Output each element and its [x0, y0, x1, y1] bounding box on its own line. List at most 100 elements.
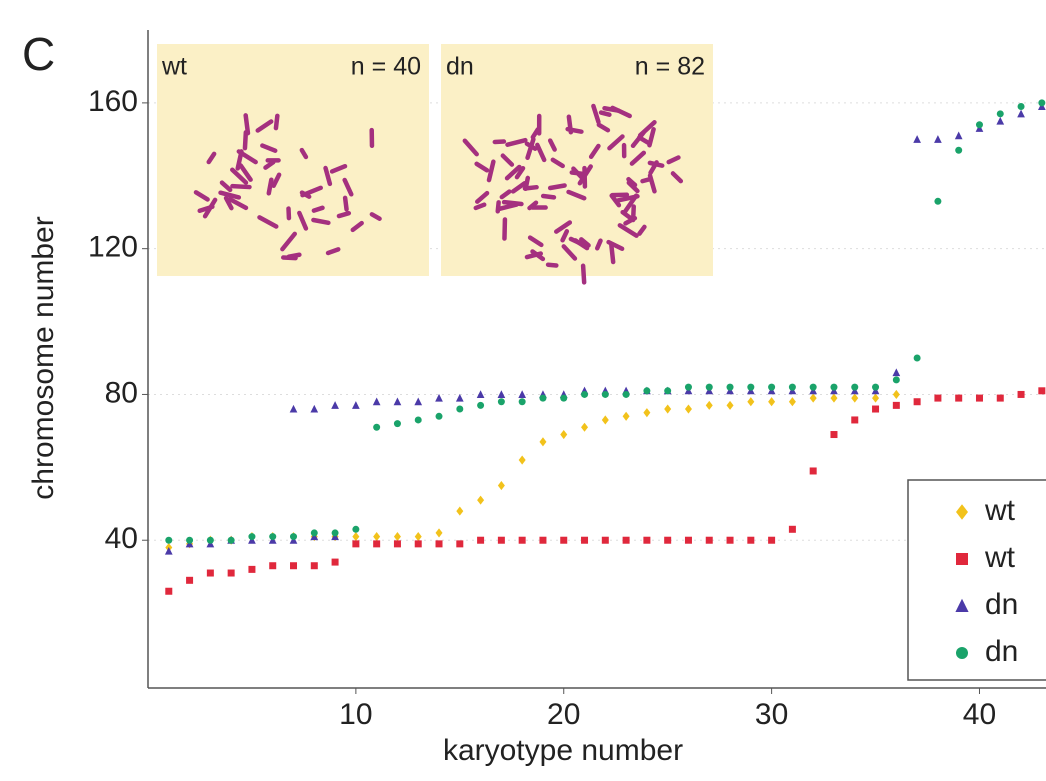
chromosome	[232, 186, 249, 187]
marker-circle	[581, 391, 588, 398]
marker-square	[830, 431, 837, 438]
marker-square	[456, 540, 463, 547]
marker-diamond	[539, 437, 546, 446]
marker-diamond	[768, 397, 775, 406]
marker-square	[415, 540, 422, 547]
marker-square	[747, 537, 754, 544]
chromosome	[476, 205, 484, 208]
marker-diamond	[436, 528, 443, 537]
x-tick-label: 10	[339, 698, 372, 731]
marker-triangle	[892, 368, 900, 376]
marker-square	[664, 537, 671, 544]
marker-triangle	[996, 117, 1004, 125]
marker-circle	[248, 533, 255, 540]
inset-label: wt	[161, 53, 187, 81]
y-tick-label: 80	[105, 376, 138, 409]
marker-square	[560, 537, 567, 544]
marker-diamond	[623, 412, 630, 421]
x-axis-label: karyotype number	[443, 734, 683, 767]
marker-square	[789, 526, 796, 533]
marker-circle	[186, 537, 193, 544]
marker-diamond	[830, 394, 837, 403]
marker-diamond	[643, 408, 650, 417]
marker-circle	[207, 537, 214, 544]
marker-diamond	[456, 507, 463, 516]
marker-triangle	[352, 401, 360, 409]
marker-square	[727, 537, 734, 544]
marker-triangle	[477, 390, 485, 398]
chromosome	[339, 213, 349, 216]
marker-square	[602, 537, 609, 544]
marker-square	[956, 553, 968, 565]
marker-diamond	[602, 415, 609, 424]
marker-circle	[851, 384, 858, 391]
marker-circle	[228, 537, 235, 544]
marker-triangle	[934, 135, 942, 143]
marker-diamond	[706, 401, 713, 410]
marker-circle	[1038, 99, 1045, 106]
chromosome	[601, 113, 609, 115]
marker-circle	[685, 384, 692, 391]
marker-circle	[519, 398, 526, 405]
chromosome	[526, 178, 528, 189]
marker-diamond	[893, 390, 900, 399]
marker-diamond	[747, 397, 754, 406]
y-axis-label: chromosome number	[27, 216, 60, 499]
inset-label: dn	[446, 53, 474, 81]
panel-label: C	[22, 28, 55, 80]
marker-diamond	[727, 401, 734, 410]
marker-diamond	[477, 496, 484, 505]
marker-square	[976, 395, 983, 402]
marker-circle	[269, 533, 276, 540]
marker-circle	[456, 406, 463, 413]
x-tick-label: 20	[547, 698, 580, 731]
chromosome	[498, 202, 499, 211]
marker-circle	[727, 384, 734, 391]
marker-circle	[976, 121, 983, 128]
chromosome	[314, 208, 323, 211]
marker-diamond	[685, 404, 692, 413]
marker-circle	[415, 416, 422, 423]
marker-circle	[290, 533, 297, 540]
x-tick-label: 40	[963, 698, 996, 731]
y-tick-label: 120	[88, 231, 138, 264]
marker-square	[186, 577, 193, 584]
marker-circle	[706, 384, 713, 391]
y-tick-label: 160	[88, 85, 138, 118]
marker-triangle	[373, 398, 381, 406]
marker-circle	[664, 387, 671, 394]
marker-triangle	[331, 401, 339, 409]
marker-square	[893, 402, 900, 409]
chromosome	[611, 245, 613, 262]
marker-square	[165, 588, 172, 595]
marker-diamond	[664, 404, 671, 413]
chromosome	[246, 115, 248, 133]
marker-circle	[768, 384, 775, 391]
marker-circle	[997, 110, 1004, 117]
marker-circle	[332, 529, 339, 536]
marker-diamond	[560, 430, 567, 439]
chart: C karyotype number chromosome number wtn…	[0, 0, 1046, 781]
marker-square	[290, 562, 297, 569]
marker-circle	[477, 402, 484, 409]
marker-square	[394, 540, 401, 547]
marker-diamond	[519, 455, 526, 464]
marker-diamond	[373, 532, 380, 541]
marker-triangle	[955, 131, 963, 139]
legend-label: dn	[985, 588, 1018, 621]
chromosome	[583, 266, 584, 283]
marker-circle	[789, 384, 796, 391]
chromosome	[568, 129, 582, 132]
chromosome	[504, 202, 521, 204]
marker-circle	[539, 395, 546, 402]
marker-square	[685, 537, 692, 544]
marker-square	[1038, 387, 1045, 394]
marker-square	[851, 416, 858, 423]
insets: wtn = 40dnn = 82	[157, 44, 713, 282]
marker-square	[768, 537, 775, 544]
legend-label: wt	[984, 494, 1016, 527]
chromosome	[548, 265, 556, 266]
marker-circle	[956, 647, 968, 659]
chromosome	[345, 198, 346, 209]
marker-diamond	[415, 532, 422, 541]
